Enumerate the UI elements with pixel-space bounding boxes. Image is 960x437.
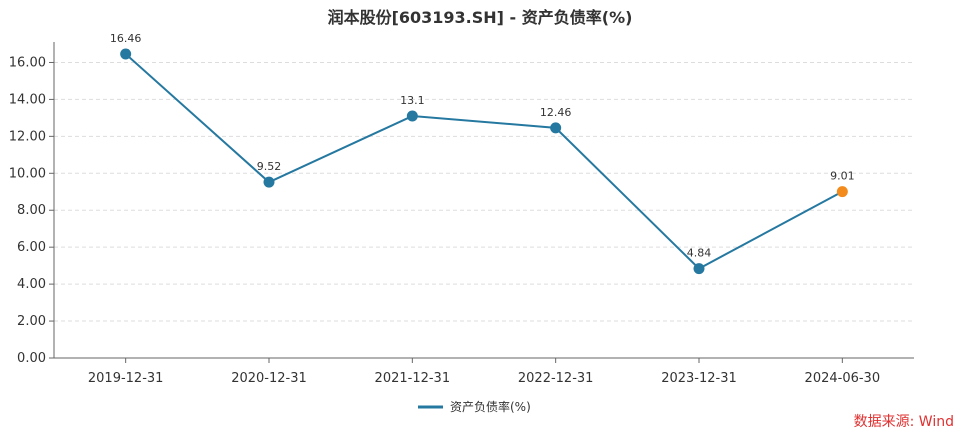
data-point: [836, 186, 848, 198]
legend-label: 资产负债率(%): [450, 399, 531, 414]
data-label: 16.46: [110, 32, 142, 45]
x-tick-label: 2021-12-31: [375, 371, 451, 386]
source-note: 数据来源: Wind: [853, 414, 954, 430]
data-point: [120, 48, 132, 60]
series-line: [125, 53, 843, 270]
y-tick-label: 12.00: [9, 129, 46, 144]
data-label: 9.01: [830, 170, 855, 183]
data-point: [406, 110, 418, 122]
data-label: 12.46: [540, 106, 572, 119]
data-point: [693, 263, 705, 275]
y-tick-label: 2.00: [17, 314, 46, 329]
chart-title: 润本股份[603193.SH] - 资产负债率(%): [327, 8, 633, 27]
x-tick-label: 2022-12-31: [518, 371, 594, 386]
x-tick-label: 2024-06-30: [805, 371, 881, 386]
y-tick-label: 14.00: [9, 92, 46, 107]
y-tick-label: 8.00: [17, 203, 46, 218]
data-point: [263, 176, 275, 188]
x-tick-label: 2023-12-31: [661, 371, 737, 386]
data-label: 4.84: [687, 247, 712, 260]
y-tick-label: 6.00: [17, 240, 46, 255]
data-point: [550, 122, 562, 134]
data-label: 13.1: [400, 94, 425, 107]
x-tick-label: 2020-12-31: [231, 371, 307, 386]
x-tick-label: 2019-12-31: [88, 371, 164, 386]
y-tick-label: 4.00: [17, 277, 46, 292]
y-tick-label: 0.00: [17, 351, 46, 366]
y-tick-label: 10.00: [9, 166, 46, 181]
y-tick-label: 16.00: [9, 55, 46, 70]
data-label: 9.52: [257, 160, 282, 173]
